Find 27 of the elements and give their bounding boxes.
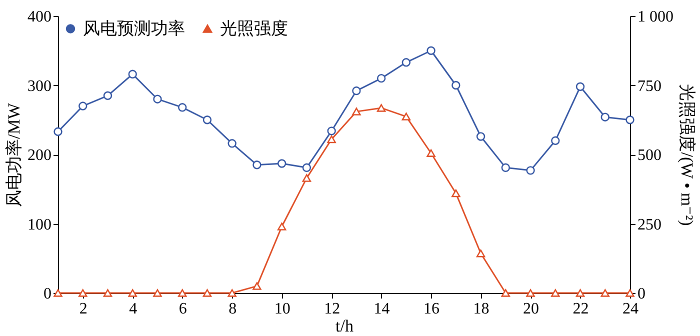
y-tick-label: 200 <box>28 147 52 164</box>
y2-tick-label: 500 <box>638 147 662 164</box>
y2-tick-label: 0 <box>638 286 646 302</box>
x-tick-label: 22 <box>572 300 589 318</box>
x-tick-label: 8 <box>228 300 237 318</box>
y2-tick-label: 1 000 <box>638 8 674 26</box>
y-tick-label: 400 <box>28 8 52 26</box>
y-tick-label: 300 <box>28 78 52 95</box>
y-axis-title: 风电功率/MW <box>4 102 24 207</box>
x-tick-label: 12 <box>324 300 340 318</box>
x-tick-label: 2 <box>79 300 88 318</box>
y-tick-label: 0 <box>44 286 52 302</box>
x-axis-title: t/h <box>336 316 354 336</box>
x-tick-label: 14 <box>374 300 390 318</box>
x-tick-label: 20 <box>523 300 540 318</box>
y2-tick-label: 250 <box>638 216 662 234</box>
x-tick-label: 18 <box>473 300 490 318</box>
x-tick-label: 10 <box>274 300 290 318</box>
y-tick-label: 100 <box>28 216 52 234</box>
x-tick-label: 6 <box>178 300 187 318</box>
x-tick-label: 4 <box>129 300 138 318</box>
legend-label: 光照强度 <box>220 18 288 38</box>
x-tick-label: 16 <box>424 300 440 318</box>
legend-label: 风电预测功率 <box>83 18 185 38</box>
y2-tick-label: 750 <box>638 78 662 95</box>
y2-axis-title: 光照强度/(W • m⁻²) <box>678 84 696 226</box>
x-tick-label: 24 <box>622 300 638 318</box>
